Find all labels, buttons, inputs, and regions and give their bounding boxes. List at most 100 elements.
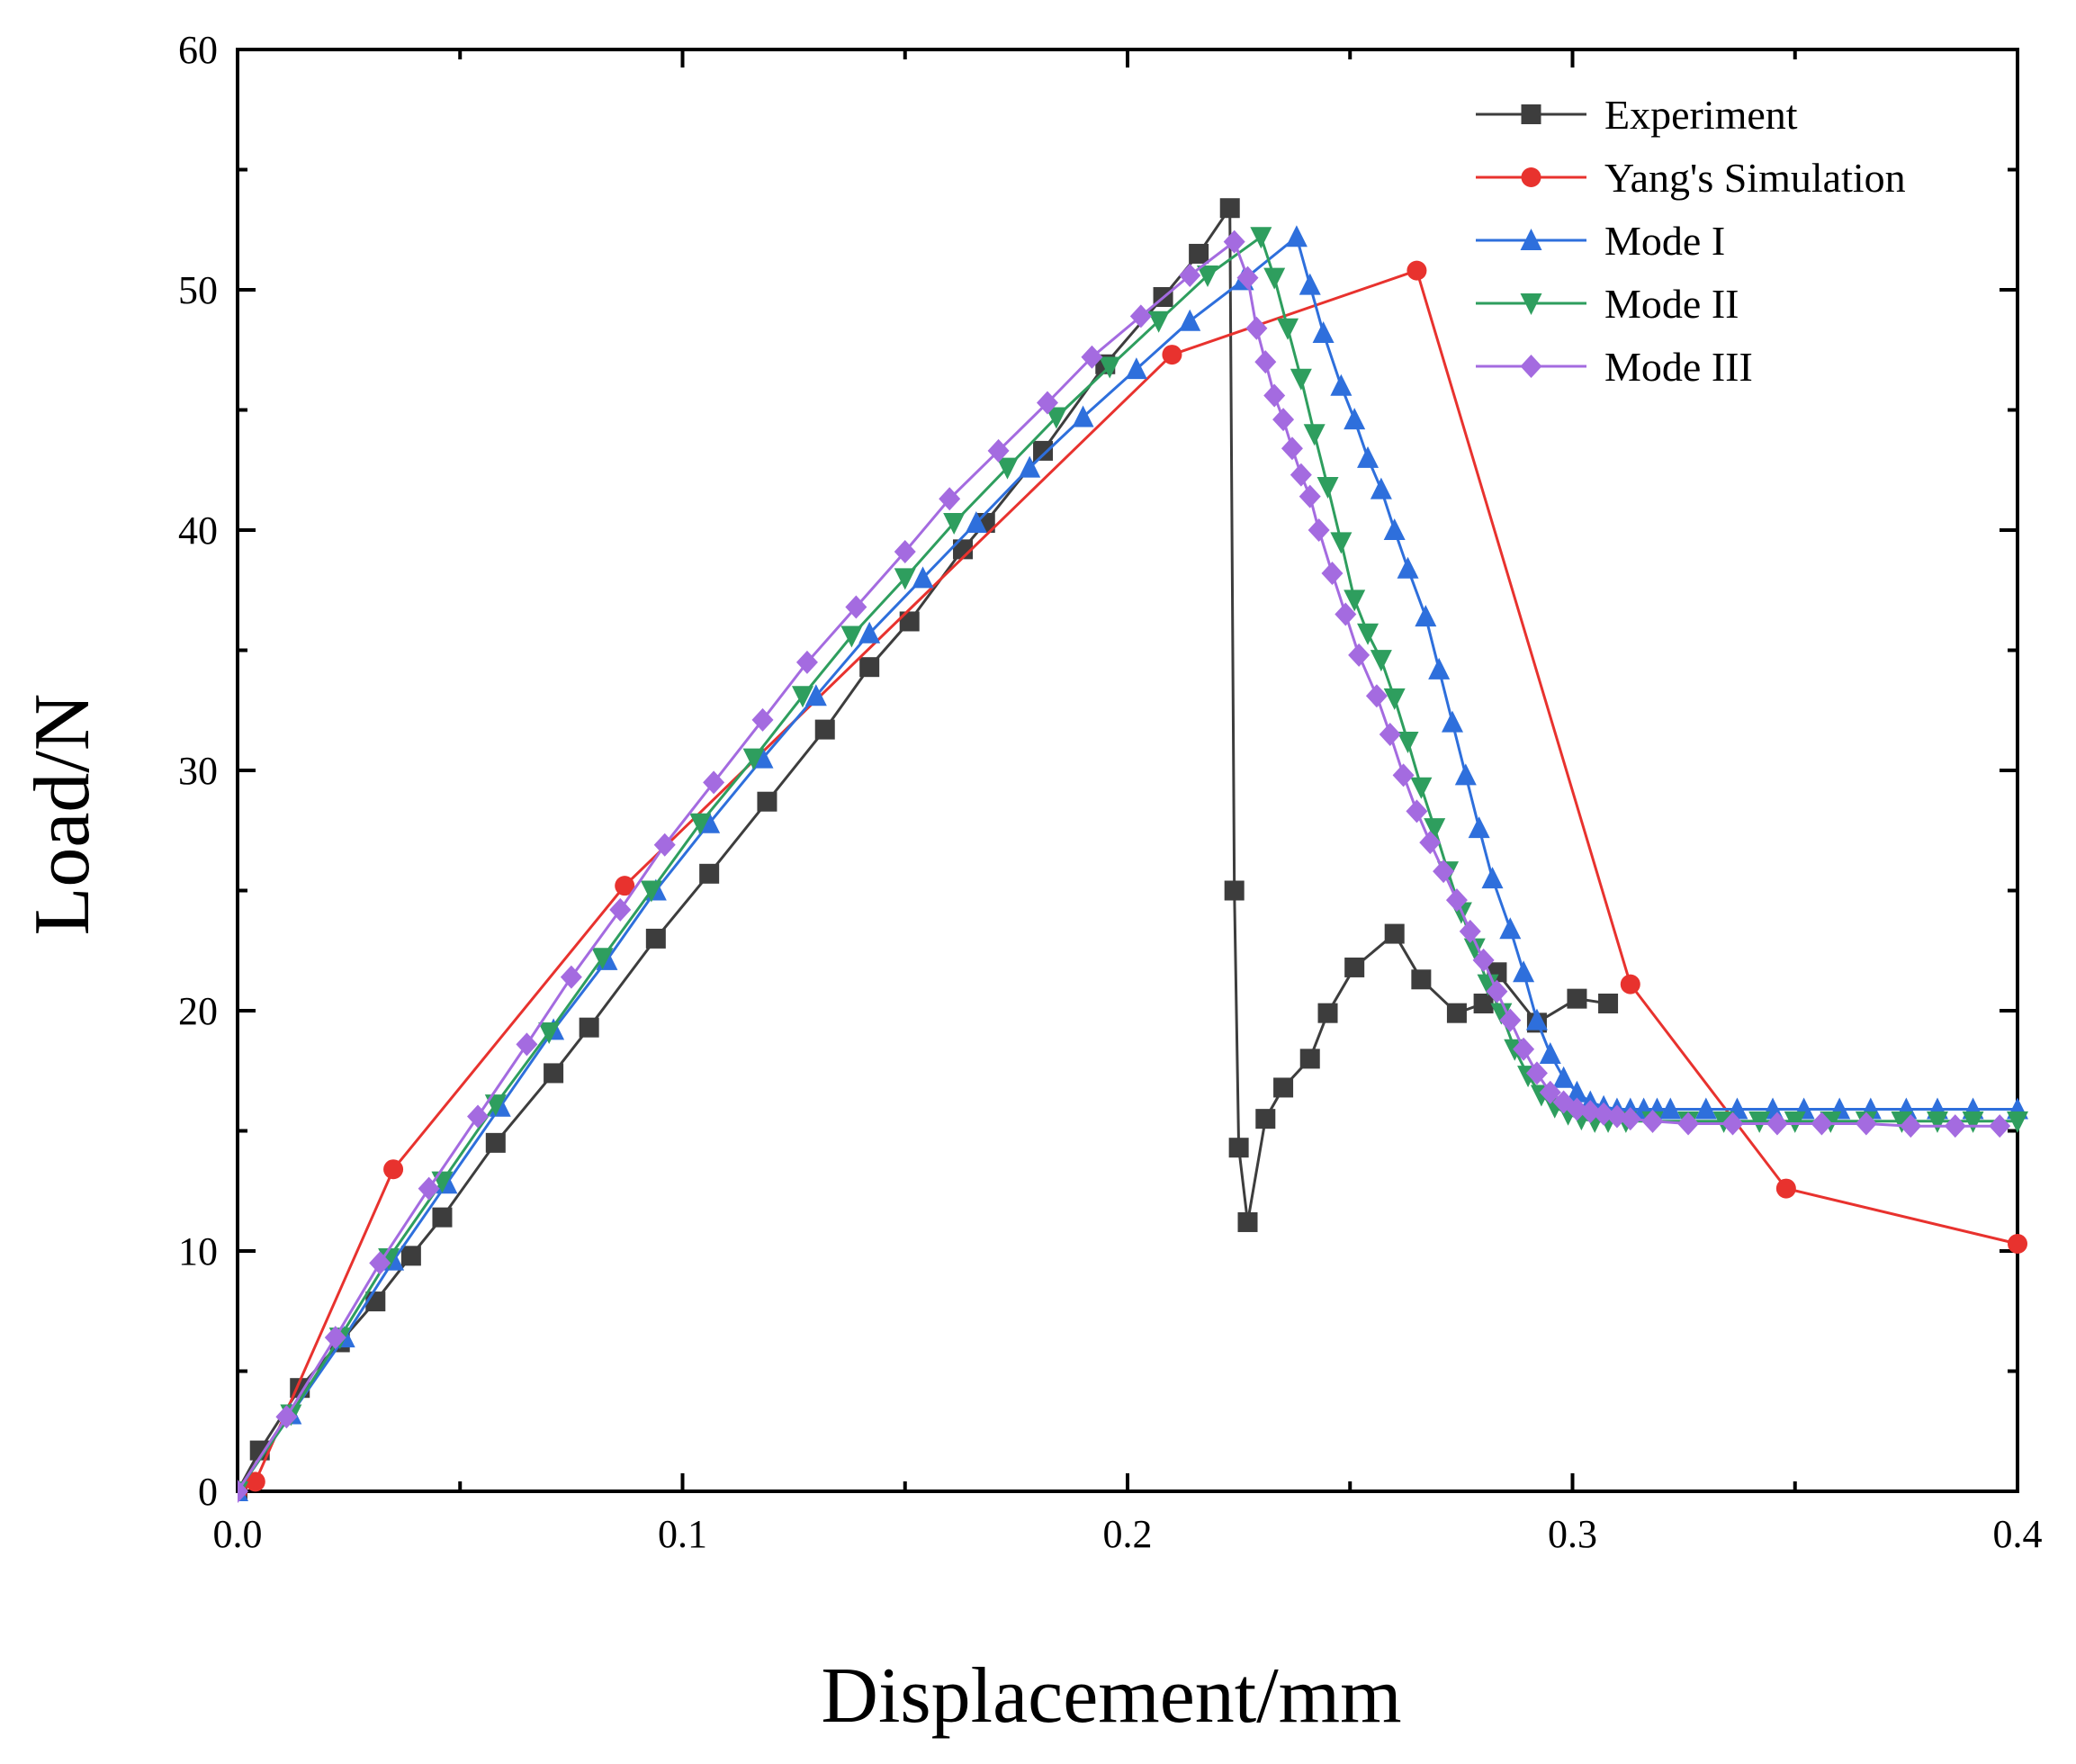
y-tick-label: 40 [178,508,218,553]
data-point-mode-ii [1197,265,1219,287]
axes: 0.0 0.1 0.2 0.3 0.4 0 10 20 30 40 50 60 [178,28,2043,1556]
data-point-mode-iii [609,897,632,922]
data-point-mode-iii [369,1251,391,1275]
data-point-yang-s-simulation [383,1159,404,1180]
data-point-mode-ii [538,1022,561,1045]
data-point-mode-iii [1539,1080,1561,1104]
data-point-mode-iii [1379,722,1401,746]
data-point-mode-i [1552,1066,1575,1088]
data-point-mode-iii [653,832,676,857]
legend-marker [1520,355,1542,378]
data-point-experiment [1446,1003,1467,1023]
data-point-experiment [1219,198,1240,219]
data-point-mode-i [1344,408,1366,430]
data-point-experiment [1224,880,1245,901]
data-point-mode-iii [418,1176,440,1201]
data-point-mode-iii [1308,518,1330,542]
data-point-experiment [1273,1077,1294,1098]
data-point-mode-iii [1721,1112,1744,1136]
data-point-mode-iii [1445,888,1468,913]
data-point-experiment [249,1440,270,1461]
data-point-experiment [899,611,920,632]
data-point-mode-iii [1513,1037,1535,1061]
x-tick-label: 0.4 [1993,1512,2043,1556]
data-point-mode-iii [1989,1114,2011,1138]
data-point-yang-s-simulation [1620,974,1640,994]
data-point-mode-iii [894,540,916,564]
data-point-mode-iii [1593,1102,1615,1126]
data-point-mode-iii [1081,345,1103,369]
data-point-mode-ii [2007,1111,2028,1133]
data-point-experiment [579,1017,599,1038]
data-point-mode-ii [1424,818,1446,841]
legend-item-experiment: Experiment [1476,92,1798,138]
data-point-mode-iii [275,1405,298,1429]
legend-item-mode-ii: Mode II [1476,281,1739,327]
data-point-experiment [1255,1109,1276,1130]
data-point-mode-ii [1463,938,1486,960]
data-point-mode-iii [1406,799,1428,824]
x-tick-label: 0.0 [213,1512,263,1556]
data-point-mode-ii [1317,476,1339,499]
data-point-mode-ii [1290,368,1312,391]
data-point-mode-iii [1179,263,1201,287]
data-point-mode-iii [751,707,774,732]
data-point-mode-ii [1397,731,1419,753]
data-point-mode-i [1383,518,1406,540]
data-point-mode-iii [795,650,818,674]
data-point-mode-ii [1147,310,1170,333]
data-point-experiment [814,719,835,740]
data-point-mode-ii [1477,974,1499,996]
data-point-mode-iii [703,770,725,795]
series-line-mode-ii [238,234,2018,1492]
data-point-experiment [1033,440,1054,461]
data-point-mode-ii [1045,407,1067,429]
data-point-mode-iii [1419,831,1442,855]
data-point-mode-i [1370,477,1392,500]
data-point-mode-i [1539,1042,1561,1065]
data-point-experiment [1228,1138,1249,1158]
data-point-mode-iii [1392,763,1415,788]
data-point-mode-ii [640,880,662,903]
y-tick-label: 50 [178,268,218,312]
data-point-mode-iii [987,438,1010,463]
data-point-experiment [400,1246,421,1266]
data-point-mode-i [1659,1097,1682,1120]
data-point-mode-iii [238,1480,248,1503]
series-line-mode-iii [238,239,2000,1492]
legend-label: Mode II [1604,281,1739,327]
data-point-mode-iii [1486,979,1508,1004]
data-point-mode-ii [1383,688,1406,710]
legend-item-mode-iii: Mode III [1476,344,1753,390]
legend-marker [1520,293,1542,315]
legend-label: Mode III [1604,344,1753,390]
data-point-mode-i [1415,605,1437,627]
data-point-mode-iii [1348,643,1371,667]
data-point-mode-iii [1605,1104,1628,1129]
data-point-mode-ii [591,948,614,970]
data-point-mode-ii [378,1248,400,1271]
y-tick-label: 20 [178,989,218,1033]
data-point-experiment [1344,957,1365,977]
data-point-mode-i [1072,405,1094,428]
data-point-experiment [1411,969,1432,990]
data-point-yang-s-simulation [245,1472,265,1492]
legend-label: Experiment [1604,92,1798,138]
data-point-mode-ii [1250,227,1272,249]
y-tick-label: 60 [178,28,218,72]
y-tick-label: 30 [178,749,218,793]
data-point-mode-iii [1245,316,1268,340]
data-point-mode-iii [1579,1100,1602,1124]
data-point-mode-iii [1433,860,1455,884]
data-point-mode-ii [1370,650,1392,672]
data-point-experiment [1473,993,1494,1013]
data-point-mode-i [1454,763,1477,786]
data-point-mode-iii [1321,562,1344,586]
series-experiment [238,198,1619,1501]
data-point-mode-i [1312,321,1335,344]
data-point-mode-ii [1748,1111,1771,1133]
data-point-mode-iii [1855,1112,1877,1136]
data-point-mode-ii [1330,532,1353,554]
series-mode-i [238,225,2028,1501]
data-point-mode-iii [1263,383,1286,408]
